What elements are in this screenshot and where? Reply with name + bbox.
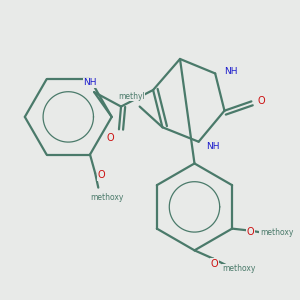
- Text: O: O: [107, 133, 115, 142]
- Text: O: O: [247, 227, 254, 237]
- Text: O: O: [258, 96, 266, 106]
- Text: methoxy: methoxy: [260, 228, 293, 237]
- Text: methoxy: methoxy: [90, 194, 123, 202]
- Text: NH: NH: [83, 78, 97, 87]
- Text: NH: NH: [224, 67, 237, 76]
- Text: O: O: [210, 259, 218, 269]
- Text: methyl: methyl: [118, 92, 145, 101]
- Text: O: O: [98, 170, 105, 180]
- Text: methoxy: methoxy: [222, 265, 256, 274]
- Text: NH: NH: [206, 142, 220, 152]
